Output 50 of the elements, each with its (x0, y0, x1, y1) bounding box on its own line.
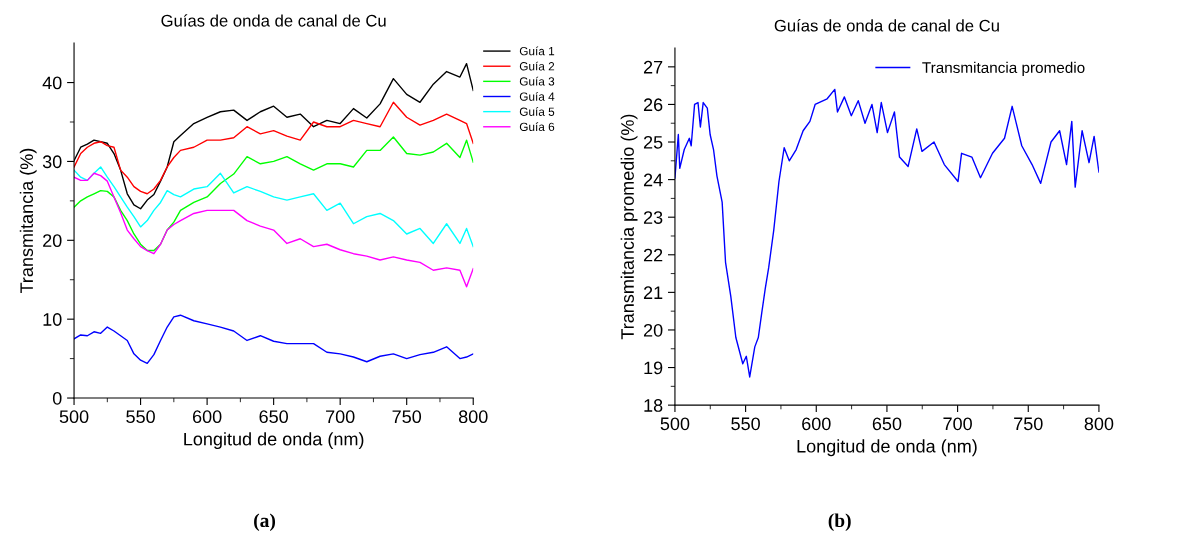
x-tick-label: 600 (192, 410, 222, 424)
x-tick-label: 800 (1084, 417, 1114, 431)
chart-title: Guías de onda de canal de Cu (161, 14, 386, 27)
x-axis-title: Longitud de onda (nm) (184, 432, 364, 450)
line-series (74, 101, 474, 195)
text: (b) (828, 513, 851, 532)
line-series (74, 314, 474, 365)
x-tick-label: 550 (126, 410, 155, 424)
y-tick-label: 21 (643, 286, 663, 299)
legend-label: Guía 4 (519, 91, 555, 101)
line-series (674, 88, 1099, 378)
legend-label: Guía 2 (519, 61, 555, 71)
legend-label: Guía 5 (519, 107, 555, 116)
text: (a) (254, 513, 276, 532)
x-tick-label: 800 (458, 410, 488, 424)
y-tick-label: 26 (643, 98, 663, 112)
y-tick-label: 24 (643, 173, 663, 187)
y-tick-label: 40 (42, 76, 62, 90)
y-tick-label: 25 (643, 135, 663, 149)
x-tick-label: 600 (802, 417, 831, 431)
x-tick-label: 500 (59, 410, 89, 424)
legend-label: Guía 3 (519, 76, 555, 86)
line-series (74, 166, 474, 248)
y-tick-label: 27 (643, 60, 663, 74)
legend-label: Guía 6 (519, 122, 555, 132)
y-tick-label: 19 (644, 361, 663, 375)
y-axis-title: Transmitancia (%) (19, 148, 37, 294)
x-tick-label: 750 (1014, 417, 1043, 431)
y-tick-label: 23 (643, 211, 663, 224)
y-tick-label: 22 (643, 248, 663, 262)
x-tick-label: 500 (660, 417, 690, 431)
x-tick-label: 650 (259, 410, 288, 424)
x-tick-label: 700 (326, 410, 355, 424)
y-axis-title: Transmitancia promedio (%) (620, 114, 638, 340)
y-tick-label: 10 (43, 313, 62, 326)
x-tick-label: 650 (872, 417, 902, 431)
y-tick-label: 0 (52, 391, 62, 405)
y-tick-label: 18 (644, 399, 663, 412)
y-tick-label: 20 (43, 234, 62, 248)
legend-label: Guía 1 (519, 46, 555, 56)
legend-label: Transmitancia promedio (922, 61, 1085, 77)
y-tick-label: 20 (643, 323, 663, 337)
y-tick-label: 30 (42, 155, 62, 169)
x-tick-label: 700 (943, 417, 972, 431)
x-tick-label: 550 (731, 417, 760, 431)
line-series (74, 172, 474, 288)
chart-title: Guías de onda de canal de Cu (774, 19, 999, 32)
line-series (74, 136, 474, 252)
x-tick-label: 750 (392, 410, 422, 424)
x-axis-title: Longitud de onda (nm) (797, 439, 977, 457)
